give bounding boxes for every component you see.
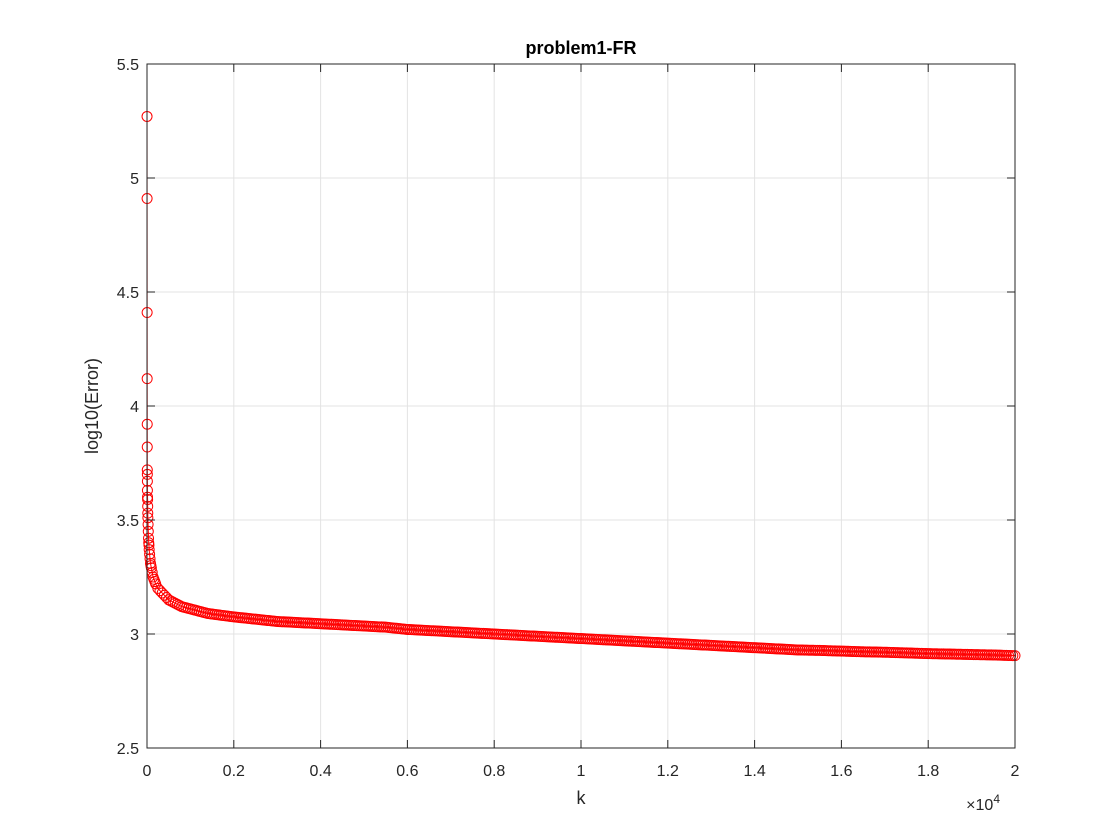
data-point — [985, 649, 997, 661]
data-point — [573, 632, 585, 644]
x-tick-label: 0.6 — [396, 763, 418, 780]
y-tick-label: 5.5 — [117, 57, 139, 74]
data-point — [399, 623, 411, 635]
data-point — [142, 500, 154, 512]
data-point — [638, 636, 650, 648]
y-axis-label: log10(Error) — [82, 358, 102, 454]
y-tick-label: 5 — [130, 171, 139, 188]
labels: problem1-FR k log10(Error) ×104 — [82, 38, 1000, 814]
y-tick-label: 4 — [130, 399, 139, 416]
data-point — [247, 613, 259, 625]
x-tick-label: 0.4 — [309, 763, 331, 780]
data-point — [725, 640, 737, 652]
data-point — [681, 638, 693, 650]
x-tick-label: 1 — [577, 763, 586, 780]
x-tick-label: 1.8 — [917, 763, 939, 780]
chart-title: problem1-FR — [525, 38, 636, 58]
data-point — [143, 532, 155, 544]
data-point — [144, 553, 156, 565]
data-point — [421, 624, 433, 636]
data-point — [790, 644, 802, 656]
data-point — [551, 631, 563, 643]
data-point — [812, 644, 824, 656]
data-point — [144, 548, 156, 560]
data-point — [1007, 650, 1019, 662]
data-point — [378, 621, 390, 633]
data-point — [143, 539, 155, 551]
data-point — [746, 642, 758, 654]
data-point — [143, 544, 155, 556]
data-point — [768, 643, 780, 655]
data-point — [182, 602, 194, 614]
x-tick-label: 2 — [1011, 763, 1020, 780]
data-point — [464, 627, 476, 639]
y-tick-label: 3 — [130, 627, 139, 644]
x-axis-multiplier: ×104 — [966, 792, 1000, 814]
ticks: 0 0.2 0.4 0.6 0.8 1 1.2 1.4 1.6 1.8 2 2.5 3 3.5 4 4.5 5 5… — [117, 57, 1020, 780]
y-tick-label: 4.5 — [117, 285, 139, 302]
x-axis-label: k — [577, 788, 587, 808]
data-point — [529, 630, 541, 642]
data-point — [508, 629, 520, 641]
x-tick-label: 0.2 — [223, 763, 245, 780]
data-point — [142, 493, 154, 505]
data-point — [833, 645, 845, 657]
data-point — [855, 646, 867, 658]
data-point — [191, 605, 203, 617]
data-point — [963, 648, 975, 660]
data-point — [898, 647, 910, 659]
data-point — [217, 609, 229, 621]
data-point — [616, 635, 628, 647]
data-point — [142, 507, 154, 519]
y-tick-label: 3.5 — [117, 513, 139, 530]
data-point — [356, 620, 368, 632]
x-tick-label: 1.6 — [830, 763, 852, 780]
x-tick-label: 0 — [143, 763, 152, 780]
data-point — [312, 618, 324, 630]
data-point — [142, 512, 154, 524]
data-point — [877, 646, 889, 658]
data-point — [443, 626, 455, 638]
data-point — [291, 616, 303, 628]
y-tick-label: 2.5 — [117, 741, 139, 758]
x-tick-label: 0.8 — [483, 763, 505, 780]
data-point — [226, 611, 238, 623]
x-tick-label: 1.2 — [657, 763, 679, 780]
data-point — [200, 607, 212, 619]
data-point — [660, 637, 672, 649]
x-axis-multiplier-exponent: 4 — [993, 792, 1000, 806]
data-point — [595, 634, 607, 646]
data-point — [142, 525, 154, 537]
x-axis-multiplier-base: ×10 — [966, 797, 993, 814]
data-point — [269, 615, 281, 627]
x-tick-label: 1.4 — [743, 763, 765, 780]
data-point — [208, 608, 220, 620]
data-point — [703, 639, 715, 651]
data-point — [334, 619, 346, 631]
data-point — [145, 562, 157, 574]
data-point — [942, 648, 954, 660]
data-point — [486, 628, 498, 640]
data-point — [920, 648, 932, 660]
